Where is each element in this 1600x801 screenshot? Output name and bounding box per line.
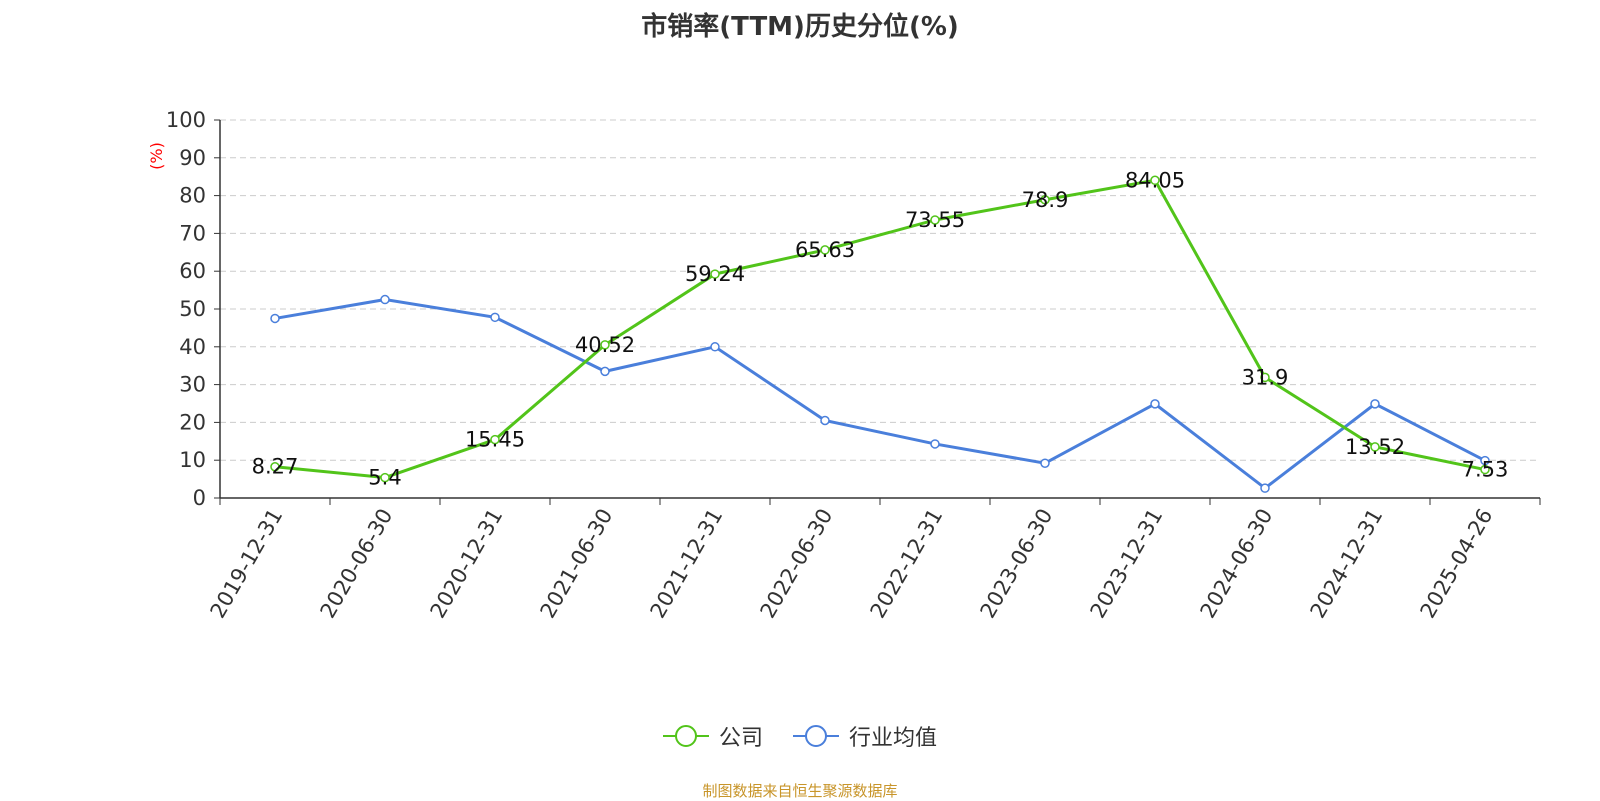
x-tick-label: 2020-12-31	[426, 505, 508, 623]
data-point	[1370, 399, 1380, 409]
x-tick-label: 2022-12-31	[866, 505, 948, 623]
data-point	[490, 434, 500, 445]
legend-label-company: 公司	[718, 726, 763, 751]
y-tick-label: 90	[179, 146, 206, 170]
y-tick-label: 100	[166, 108, 206, 132]
data-point	[270, 313, 280, 324]
x-tick-label: 2021-12-31	[646, 505, 728, 623]
data-label: 40.52	[575, 333, 635, 357]
y-tick-label: 50	[179, 297, 206, 321]
x-tick-label: 2024-12-31	[1306, 505, 1388, 623]
data-label: 31.9	[1242, 365, 1289, 389]
source-note: 制图数据来自恒生聚源数据库	[702, 782, 898, 800]
data-point	[380, 472, 390, 483]
data-label: 73.55	[905, 208, 965, 232]
x-tick-label: 2023-12-31	[1086, 505, 1168, 623]
y-tick-label: 0	[193, 486, 206, 510]
data-point	[1150, 175, 1160, 186]
x-tick-label: 2025-04-26	[1416, 505, 1498, 623]
data-label: 5.4	[368, 466, 401, 490]
data-label: 84.05	[1125, 168, 1185, 192]
y-tick-label: 20	[179, 410, 206, 434]
x-tick-label: 2024-06-30	[1196, 505, 1278, 623]
data-point	[820, 415, 830, 426]
chart-title: 市销率(TTM)历史分位(%)	[641, 12, 959, 42]
legend-item-company[interactable]: 公司	[662, 720, 763, 752]
data-label: 78.9	[1022, 188, 1069, 212]
data-point	[490, 312, 500, 323]
data-label: 7.53	[1462, 458, 1509, 482]
data-point	[1040, 458, 1050, 468]
y-tick-label: 80	[179, 184, 206, 208]
data-label: 15.45	[465, 428, 525, 452]
series-line	[274, 178, 1486, 480]
y-tick-label: 60	[179, 259, 206, 283]
data-point	[600, 366, 610, 377]
data-point	[1260, 483, 1270, 493]
data-point	[820, 245, 830, 255]
x-tick-label: 2023-06-30	[976, 505, 1058, 623]
y-tick-label: 30	[179, 373, 206, 397]
data-label: 13.52	[1345, 435, 1405, 459]
data-point	[380, 294, 390, 305]
data-point	[930, 439, 940, 449]
data-point	[1480, 455, 1490, 466]
data-point	[1260, 372, 1270, 383]
data-point	[600, 340, 610, 350]
x-tick-label: 2020-06-30	[316, 505, 398, 623]
legend: 公司 行业均值	[0, 720, 1600, 752]
data-point	[1040, 195, 1050, 205]
data-label: 59.24	[685, 262, 745, 286]
data-point	[710, 342, 720, 352]
data-point	[270, 461, 280, 472]
legend-label-industry-average: 行业均值	[849, 726, 938, 751]
data-point	[930, 215, 940, 225]
y-axis-label: (%)	[147, 142, 166, 170]
data-point	[1150, 399, 1160, 409]
x-tick-label: 2021-06-30	[536, 505, 618, 623]
legend-item-industry-average[interactable]: 行业均值	[793, 720, 937, 752]
y-tick-label: 70	[179, 221, 206, 245]
series-line	[274, 298, 1486, 491]
x-tick-label: 2022-06-30	[756, 505, 838, 623]
legend-marker-company-icon	[662, 725, 709, 747]
y-tick-label: 40	[179, 335, 206, 359]
data-label: 8.27	[252, 455, 299, 479]
y-tick-label: 10	[179, 448, 206, 472]
data-point	[1370, 442, 1380, 452]
data-label: 65.63	[795, 238, 855, 262]
x-tick-label: 2019-12-31	[206, 505, 288, 623]
legend-marker-industry-icon	[793, 725, 839, 747]
data-point	[1480, 464, 1490, 475]
data-point	[710, 269, 720, 279]
